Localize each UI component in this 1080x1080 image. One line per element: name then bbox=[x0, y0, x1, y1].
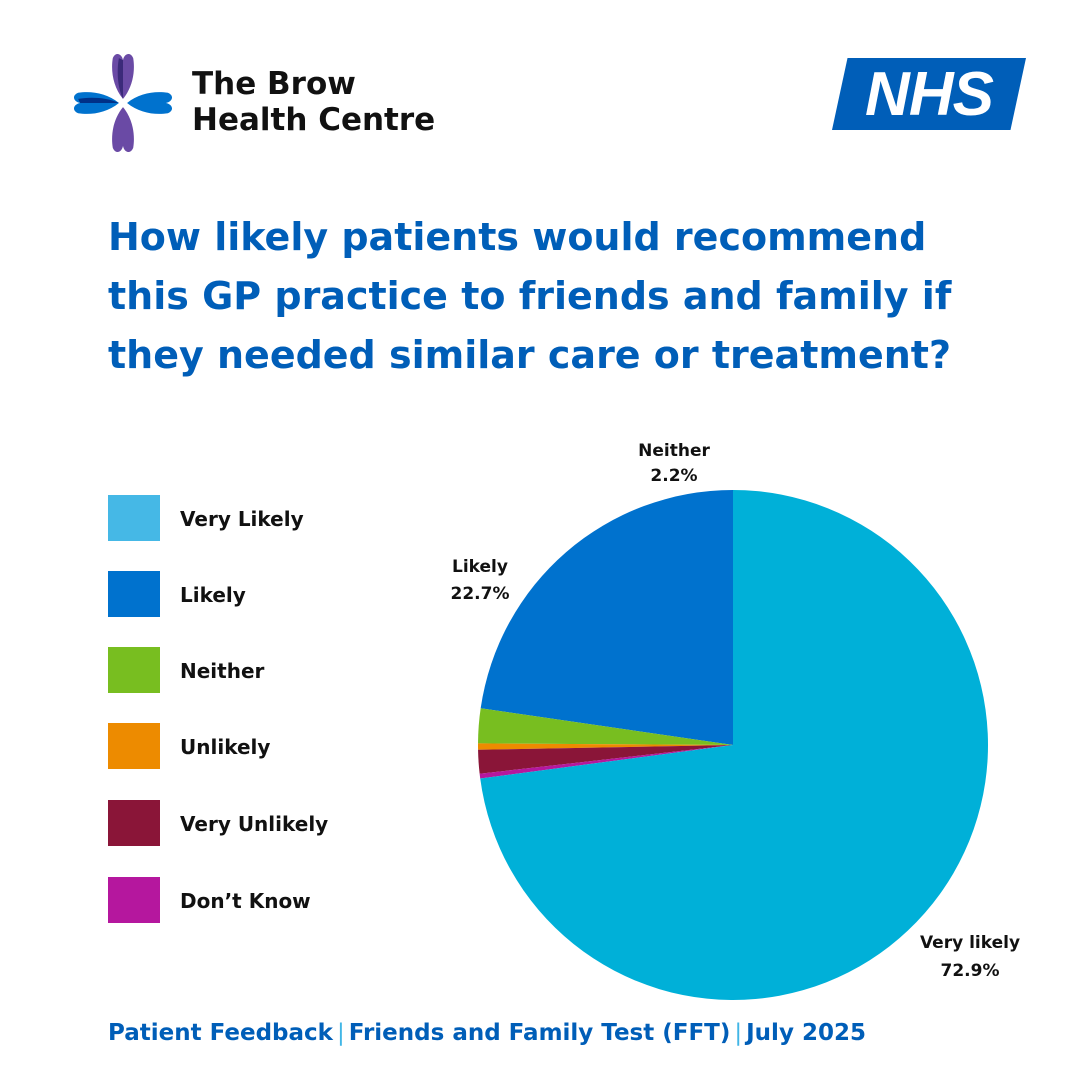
health-centre-logo bbox=[73, 53, 173, 153]
legend-label: Likely bbox=[180, 583, 246, 607]
legend-item-dont-know: Don’t Know bbox=[108, 877, 368, 923]
pie-slice-likely bbox=[480, 490, 733, 745]
nhs-logo-text: NHS bbox=[865, 59, 994, 129]
footer-separator: | bbox=[734, 1020, 743, 1046]
legend-swatch bbox=[108, 571, 160, 617]
org-name: The Brow Health Centre bbox=[192, 66, 435, 138]
footer-part2: Friends and Family Test (FFT) bbox=[348, 1020, 731, 1046]
chart-question: How likely patients would recommend this… bbox=[108, 215, 952, 377]
slice-label-neither-name: Neither bbox=[638, 441, 710, 461]
footer-part3: July 2025 bbox=[746, 1020, 866, 1046]
slice-label-very-likely-name: Very likely bbox=[920, 933, 1020, 953]
footer-separator: | bbox=[336, 1020, 345, 1046]
legend-swatch bbox=[108, 877, 160, 923]
legend-item-very-likely: Very Likely bbox=[108, 495, 368, 541]
legend-label: Neither bbox=[180, 659, 265, 683]
org-name-line1: The Brow bbox=[192, 66, 356, 102]
slice-label-likely-name: Likely bbox=[452, 557, 508, 577]
pie-slice-neither bbox=[478, 708, 733, 745]
pie-labels: Very likely 72.9% Likely 22.7% Neither 2… bbox=[451, 441, 1021, 981]
footer-part1: Patient Feedback bbox=[108, 1020, 333, 1046]
footer: Patient Feedback | Friends and Family Test… bbox=[108, 1020, 866, 1046]
legend-swatch bbox=[108, 800, 160, 846]
legend-swatch bbox=[108, 495, 160, 541]
pie-slice-unlikely bbox=[478, 743, 733, 750]
legend-swatch bbox=[108, 723, 160, 769]
pie-slice-very-likely bbox=[480, 490, 989, 1000]
org-name-line2: Health Centre bbox=[192, 102, 436, 138]
slice-label-very-likely-value: 72.9% bbox=[941, 961, 1000, 981]
legend-label: Don’t Know bbox=[180, 889, 311, 913]
slice-label-likely-value: 22.7% bbox=[451, 584, 510, 604]
legend-label: Very Unlikely bbox=[180, 812, 329, 836]
nhs-logo: NHS bbox=[832, 58, 1026, 130]
legend-item-very-unlikely: Very Unlikely bbox=[108, 800, 368, 846]
legend-swatch bbox=[108, 647, 160, 693]
legend-label: Very Likely bbox=[180, 507, 304, 531]
legend-label: Unlikely bbox=[180, 735, 271, 759]
legend-item-unlikely: Unlikely bbox=[108, 723, 368, 769]
legend-item-likely: Likely bbox=[108, 571, 368, 617]
pie-slices bbox=[478, 490, 989, 1000]
slice-label-neither-value: 2.2% bbox=[650, 466, 697, 486]
pie-slice-very-unlikely bbox=[478, 745, 733, 774]
legend-item-neither: Neither bbox=[108, 647, 368, 693]
pie-slice-don-t-know bbox=[479, 745, 733, 779]
